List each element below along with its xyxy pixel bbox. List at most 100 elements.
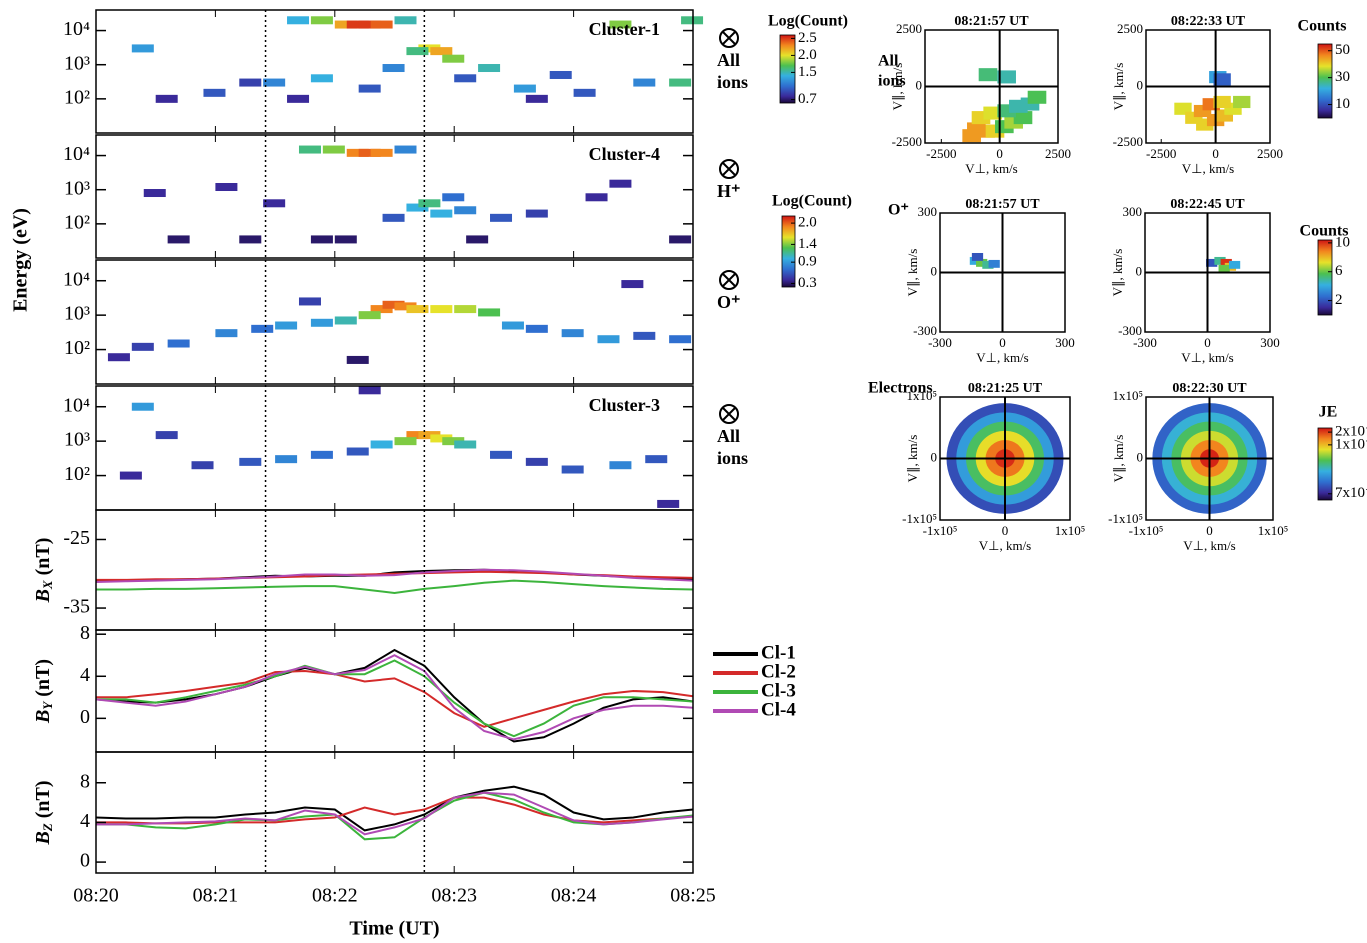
x-tick-label: -1x10⁵: [923, 523, 958, 538]
spectrogram-cell: [358, 386, 381, 395]
spectrogram-cell: [490, 213, 513, 222]
spectrogram-cell: [131, 44, 154, 53]
x-tick-label: -2500: [1146, 146, 1176, 161]
legend-label: Cl-1: [761, 642, 796, 663]
spectrogram-cell: [478, 308, 501, 317]
distribution-cell: [1013, 111, 1033, 125]
y-tick-label: 0: [1137, 77, 1144, 92]
x-tick-label: 2500: [1257, 146, 1283, 161]
spectrogram-cell: [525, 457, 548, 466]
x-axis-label: Time (UT): [349, 918, 439, 940]
colorbar-tick-label: 6: [1335, 263, 1343, 279]
y-tick-label: 0: [1137, 449, 1144, 464]
line: [96, 579, 694, 595]
line: [95, 785, 694, 832]
y-tick-label: 10²: [64, 337, 90, 359]
spectrogram-cell: [239, 235, 262, 244]
distribution-cell: [1233, 95, 1251, 109]
spectrogram-cell: [382, 300, 405, 309]
distribution-cell: [969, 256, 982, 265]
plot-title: 08:21:57 UT: [965, 197, 1040, 212]
distribution-cell: [1228, 260, 1241, 269]
spectrogram-cell: [334, 20, 357, 29]
x-tick-label: 08:24: [551, 885, 597, 907]
spectrogram-cell: [298, 297, 321, 306]
spectrogram-cell: [310, 235, 333, 244]
direction-symbol: [722, 162, 736, 176]
spectrogram-cell: [394, 145, 417, 154]
spectrogram-cell: [346, 20, 369, 29]
distribution-cell: [1218, 264, 1230, 273]
spectrogram-cell: [358, 148, 381, 157]
spectrogram-cell: [454, 206, 477, 215]
spectrogram-cell: [167, 235, 190, 244]
x-axis-label: V⊥, km/s: [1182, 161, 1235, 176]
colorbar-tick-label: 10: [1335, 234, 1350, 250]
colorbar-title: JE: [1319, 404, 1338, 421]
spectrogram-cell: [466, 235, 489, 244]
direction-symbol: [719, 404, 739, 424]
colorbar-tick-label: 1x10⁻⁶: [1335, 436, 1367, 452]
spectrogram-cell: [573, 88, 596, 97]
spectrogram-cell: [310, 74, 333, 83]
spectrogram-cell: [609, 20, 632, 29]
spectrogram-cell: [454, 440, 477, 449]
spectrogram-cell: [346, 148, 369, 157]
y-tick-label: 10²: [64, 463, 90, 485]
spectrogram-cell: [275, 321, 298, 330]
x-tick-label: 300: [1055, 335, 1075, 350]
panel-label: Cluster-4: [589, 144, 660, 164]
y-tick-label: 300: [1123, 204, 1143, 219]
distribution-cell: [1213, 95, 1231, 109]
y-tick-label: -2500: [892, 134, 922, 149]
spectrogram-cell: [454, 74, 477, 83]
direction-symbol: [722, 407, 736, 421]
spectrogram-cell: [394, 16, 417, 25]
direction-symbol: [719, 28, 739, 48]
x-tick-label: 08:25: [670, 885, 716, 907]
y-axis-label-part: (nT): [32, 538, 54, 581]
x-tick-label: 0: [996, 146, 1003, 161]
direction-symbol: [722, 273, 736, 287]
y-tick-label: 8: [80, 770, 90, 792]
distribution-cell: [1220, 258, 1232, 267]
spectrogram-cell: [215, 183, 238, 192]
colorbar-title: Counts: [1298, 18, 1347, 35]
colorbar-title: Log(Count): [772, 193, 852, 210]
spectrogram-cell: [418, 431, 441, 440]
colorbar-tick-label: 1.5: [798, 64, 817, 80]
distribution-cell: [962, 129, 981, 143]
spectrogram-cell: [430, 209, 453, 218]
y-axis-label: V∥, km/s: [1111, 63, 1126, 111]
colorbar-tick-label: 2x10⁻⁶: [1335, 424, 1367, 440]
panel-label: Cluster-1: [589, 19, 660, 39]
y-tick-label: 0: [80, 850, 90, 872]
x-axis-label: V⊥, km/s: [979, 538, 1032, 553]
spectrogram-cell: [346, 447, 369, 456]
y-axis-label: V∥, km/s: [1110, 249, 1125, 297]
x-tick-label: 300: [1260, 335, 1280, 350]
y-tick-label: 300: [918, 204, 938, 219]
x-axis-label: V⊥, km/s: [1183, 538, 1236, 553]
y-tick-label: 1x10⁵: [1112, 388, 1143, 403]
line: [95, 568, 694, 583]
spectrogram-cell: [263, 199, 286, 208]
y-axis-label-part: Z: [40, 823, 55, 832]
x-tick-label: 2500: [1045, 146, 1071, 161]
y-axis-label: V∥, km/s: [1111, 435, 1126, 483]
spectrogram-cell: [310, 450, 333, 459]
spectrogram-cell: [609, 179, 632, 188]
spectrogram-cell: [609, 461, 632, 470]
spectrogram-cell: [681, 16, 704, 25]
y-axis-label-part: X: [40, 580, 55, 590]
spectrogram-cell: [334, 316, 357, 325]
y-tick-label: 0: [80, 706, 90, 728]
spectrogram-cell: [406, 47, 429, 56]
spectrogram-cell: [418, 44, 441, 53]
spectrogram-cell: [561, 465, 584, 474]
species-label: ions: [717, 72, 748, 92]
spectrogram-cell: [621, 280, 644, 289]
y-axis-label-part: B: [32, 831, 54, 845]
y-tick-label: -35: [63, 596, 90, 618]
